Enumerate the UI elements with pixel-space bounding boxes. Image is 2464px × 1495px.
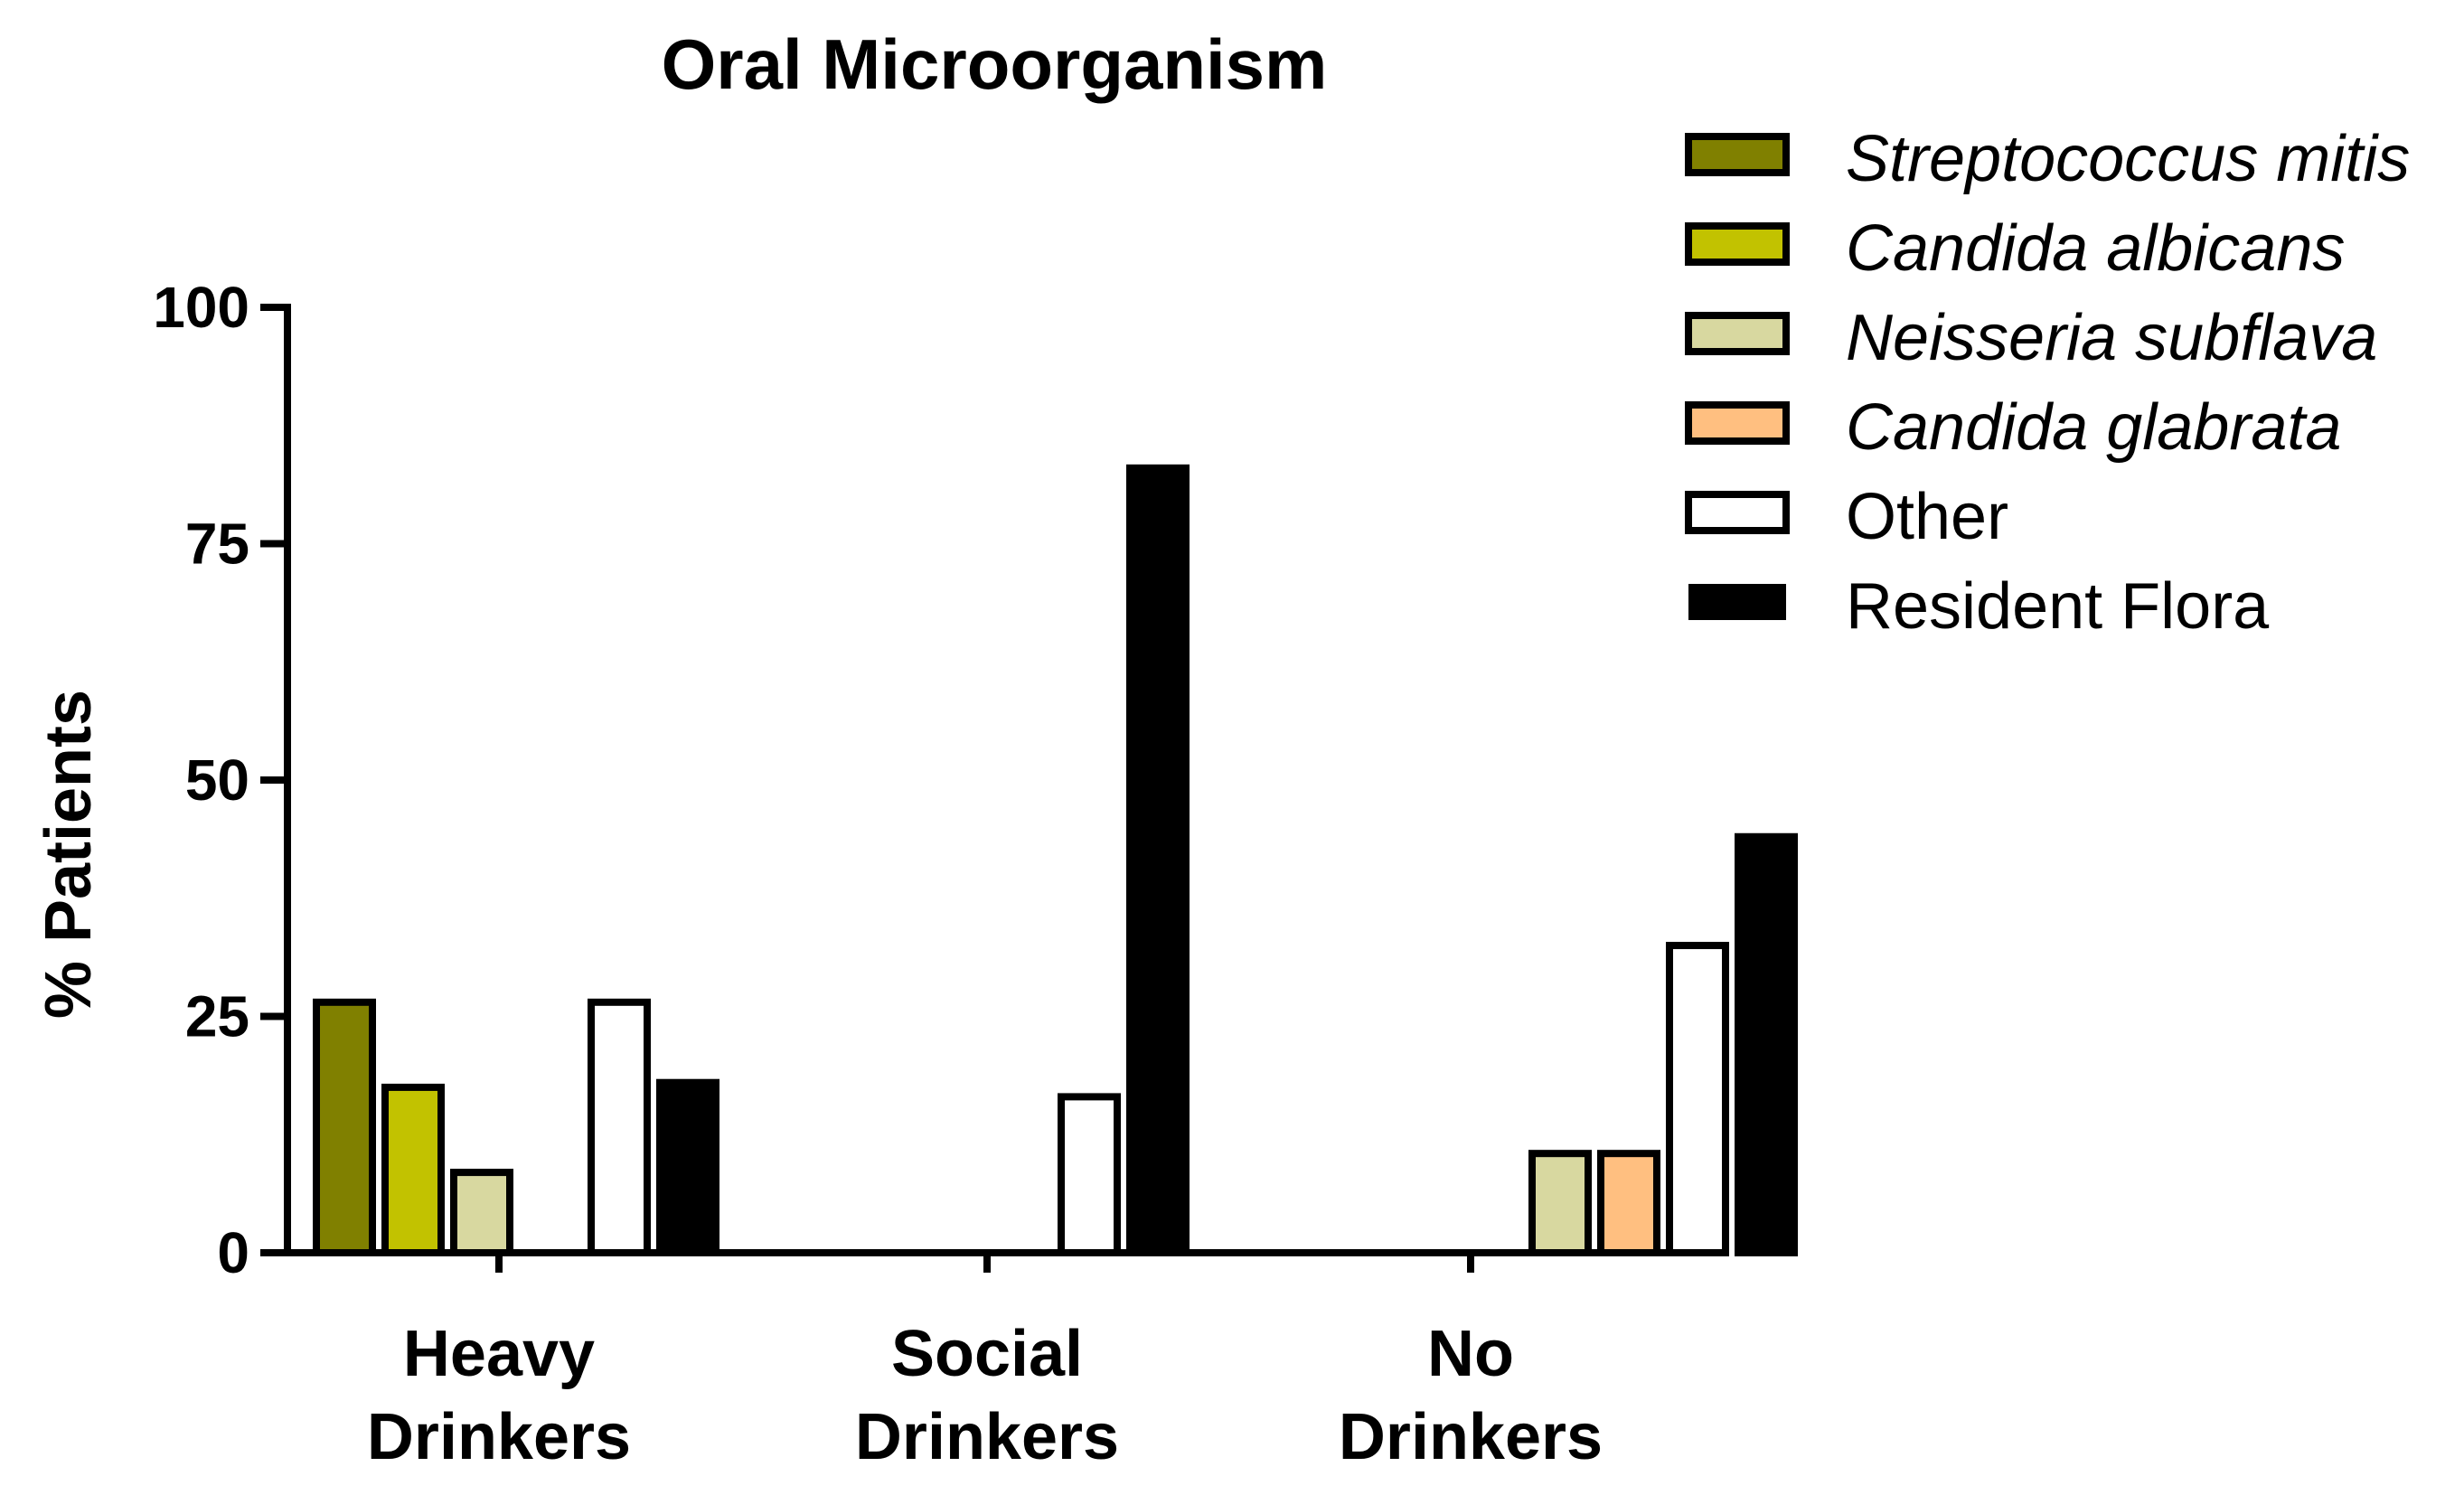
- y-tick-label: 100: [153, 275, 249, 340]
- bar-resident-flora-3: [1735, 832, 1798, 1256]
- legend-swatch: [1688, 584, 1786, 620]
- legend-label: Neisseria subflava: [1846, 302, 2377, 374]
- x-tick-label: No: [1427, 1318, 1514, 1390]
- bar-neisseria-subflava-3: [1528, 1150, 1592, 1257]
- legend-swatch: [1685, 491, 1790, 534]
- x-axis-ticks: Heavy Drinkers Social Drinkers No Drinkers: [367, 1253, 1603, 1473]
- legend-swatch: [1685, 312, 1790, 355]
- bar-resident-flora-1: [656, 1078, 719, 1256]
- y-axis-ticks: 0 25 50 75 100: [153, 275, 287, 1285]
- bar-other-3: [1666, 942, 1729, 1257]
- x-tick-label: Drinkers: [1339, 1401, 1603, 1473]
- y-tick-label: 25: [185, 984, 249, 1049]
- legend-label: Candida albicans: [1846, 212, 2345, 285]
- bar-resident-flora-2: [1126, 464, 1190, 1256]
- y-tick-label: 50: [185, 748, 249, 813]
- legend: Streptococcus mitis Candida albicans Neiss…: [1685, 123, 2410, 643]
- chart-title: Oral Microorganism: [662, 24, 1328, 104]
- axes: [284, 304, 1698, 1256]
- x-tick-label: Drinkers: [367, 1401, 631, 1473]
- y-tick-label: 75: [185, 512, 249, 577]
- legend-label: Streptococcus mitis: [1846, 123, 2410, 195]
- bar-neisseria-subflava-1: [450, 1169, 513, 1256]
- bar-candida-albicans-1: [381, 1083, 445, 1256]
- legend-swatch: [1685, 401, 1790, 445]
- legend-swatch: [1685, 222, 1790, 266]
- y-tick-label: 0: [217, 1220, 249, 1285]
- bars-group: [313, 464, 1798, 1257]
- x-tick-label: Drinkers: [855, 1401, 1119, 1473]
- legend-label: Resident Flora: [1846, 570, 2270, 643]
- legend-swatch: [1685, 133, 1790, 176]
- bar-candida-glabrata-3: [1597, 1150, 1660, 1257]
- x-tick-label: Social: [891, 1318, 1083, 1390]
- bar-streptococcus-mitis-1: [313, 998, 376, 1257]
- y-axis-label: % Patients: [33, 690, 105, 1019]
- legend-label: Other: [1846, 481, 2008, 553]
- bar-other-1: [588, 998, 651, 1257]
- x-tick-label: Heavy: [403, 1318, 595, 1390]
- legend-label: Candida glabrata: [1846, 391, 2341, 464]
- bar-other-2: [1058, 1093, 1121, 1257]
